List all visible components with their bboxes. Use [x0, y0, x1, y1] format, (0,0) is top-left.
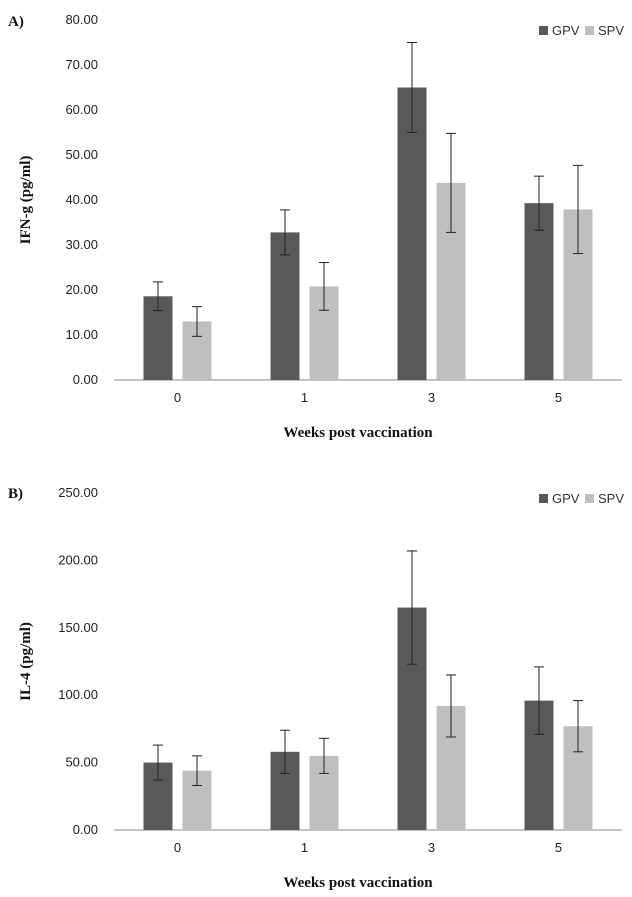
y-axis-title: IFN-g (pg/ml): [18, 156, 34, 245]
ifn-g-chart: A) 0.00 10.00 20.00 30.00 40.00 50.00 60.00 70.0…: [8, 12, 624, 441]
legend-label-gpv: GPV: [552, 23, 580, 38]
y-tick-label: 100.00: [58, 687, 98, 702]
x-axis-title: Weeks post vaccination: [283, 425, 433, 441]
x-tick-label: 1: [301, 840, 308, 855]
bar-gpv: [397, 87, 427, 380]
panel-label: B): [8, 486, 23, 502]
y-tick-label: 20.00: [65, 282, 98, 297]
y-tick-label: 60.00: [65, 102, 98, 117]
y-tick-label: 0.00: [73, 822, 98, 837]
x-axis-title: Weeks post vaccination: [283, 875, 433, 891]
y-tick-label: 150.00: [58, 620, 98, 635]
y-tick-label: 50.00: [65, 147, 98, 162]
legend-label-gpv: GPV: [552, 491, 580, 506]
y-tick-label: 30.00: [65, 237, 98, 252]
panel-label: A): [8, 14, 24, 30]
y-tick-label: 80.00: [65, 12, 98, 27]
legend-swatch-gpv: [539, 494, 548, 503]
legend-label-spv: SPV: [598, 23, 624, 38]
x-tick-label: 0: [174, 390, 181, 405]
x-tick-label: 0: [174, 840, 181, 855]
y-axis-title: IL-4 (pg/ml): [18, 622, 34, 701]
x-tick-label: 3: [428, 840, 435, 855]
legend-swatch-spv: [585, 26, 594, 35]
chart-panel-b: B) 0.00 50.00 100.00 150.00 200.00 250.00 0 1 3 5 G…: [0, 449, 632, 897]
x-tick-label: 1: [301, 390, 308, 405]
y-tick-label: 10.00: [65, 327, 98, 342]
y-tick-label: 50.00: [65, 755, 98, 770]
legend-swatch-spv: [585, 494, 594, 503]
y-tick-label: 40.00: [65, 192, 98, 207]
legend-swatch-gpv: [539, 26, 548, 35]
x-tick-label: 3: [428, 390, 435, 405]
y-tick-label: 0.00: [73, 372, 98, 387]
bar-gpv: [524, 203, 554, 380]
il-4-chart: B) 0.00 50.00 100.00 150.00 200.00 250.00 0 1 3 5 G…: [8, 485, 624, 891]
bar-gpv: [270, 232, 300, 380]
y-tick-label: 200.00: [58, 552, 98, 567]
x-tick-label: 5: [555, 390, 562, 405]
y-tick-label: 70.00: [65, 57, 98, 72]
y-tick-label: 250.00: [58, 485, 98, 500]
chart-panel-a: A) 0.00 10.00 20.00 30.00 40.00 50.00 60.00 70.0…: [0, 0, 632, 448]
legend-label-spv: SPV: [598, 491, 624, 506]
x-tick-label: 5: [555, 840, 562, 855]
